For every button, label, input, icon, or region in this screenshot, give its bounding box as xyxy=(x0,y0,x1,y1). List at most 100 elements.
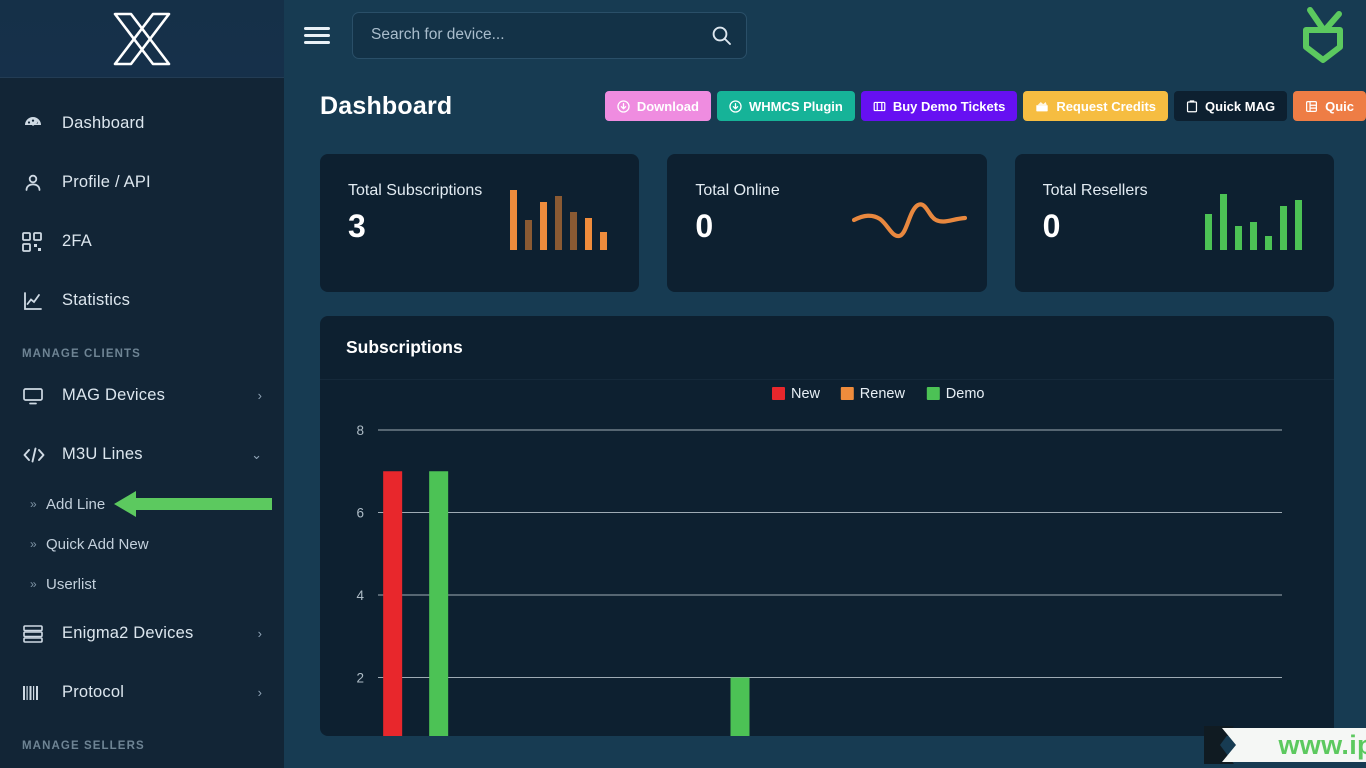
svg-text:2: 2 xyxy=(356,671,364,686)
chart-bar xyxy=(730,677,750,736)
svg-text:6: 6 xyxy=(356,506,364,521)
barcode-icon xyxy=(22,683,50,703)
request-credits-button[interactable]: Request Credits xyxy=(1023,91,1169,121)
whmcs-plugin-button[interactable]: WHMCS Plugin xyxy=(716,91,855,121)
ticket-icon xyxy=(873,100,886,113)
button-label: WHMCS Plugin xyxy=(748,98,843,114)
sidebar-item-label: Enigma2 Devices xyxy=(62,624,194,642)
button-label: Download xyxy=(636,98,699,114)
chevron-right-icon: › xyxy=(257,626,262,641)
chart-line-icon xyxy=(22,290,50,312)
device-icon xyxy=(1305,100,1318,113)
server-icon xyxy=(22,624,50,644)
monitor-icon xyxy=(22,385,50,407)
x-logo-icon xyxy=(113,12,171,66)
chevron-down-icon: ⌄ xyxy=(251,447,262,462)
legend-item[interactable]: Demo xyxy=(926,386,985,402)
sidebar-item-label: Statistics xyxy=(62,291,131,309)
page-header: Dashboard Download WHMCS Plugin xyxy=(320,70,1366,142)
sidebar-subitem-quick-add-new[interactable]: » Quick Add New xyxy=(0,524,284,564)
dashboard-icon xyxy=(22,113,50,135)
ribbon-shape-icon xyxy=(1204,726,1366,764)
legend-item[interactable]: Renew xyxy=(840,386,906,402)
sidebar-subitem-label: Quick Add New xyxy=(46,535,149,553)
sidebar-subitem-add-line[interactable]: » Add Line xyxy=(0,484,284,524)
svg-text:4: 4 xyxy=(356,588,364,603)
sidebar-item-2fa[interactable]: 2FA xyxy=(0,212,284,271)
bullet-icon: » xyxy=(30,497,37,511)
sidebar-item-label: Protocol xyxy=(62,683,125,701)
chevron-right-icon: › xyxy=(257,388,262,403)
search-icon[interactable] xyxy=(711,25,732,46)
qr-code-icon xyxy=(22,231,50,252)
chevron-right-icon: › xyxy=(257,685,262,700)
stat-card-label: Total Resellers xyxy=(1042,182,1148,199)
sidebar-subitem-userlist[interactable]: » Userlist xyxy=(0,564,284,604)
hamburger-menu-icon[interactable] xyxy=(304,23,330,48)
tv-antenna-logo-icon[interactable] xyxy=(1292,2,1354,71)
button-label: Quick MAG xyxy=(1205,98,1276,114)
stat-card-label: Total Subscriptions xyxy=(348,182,483,199)
sidebar-item-protocol[interactable]: Protocol › xyxy=(0,663,284,722)
download-circle-icon xyxy=(729,99,742,113)
search-box[interactable] xyxy=(352,11,747,59)
download-button[interactable]: Download xyxy=(604,91,711,121)
svg-text:New: New xyxy=(791,386,821,402)
sidebar-item-label: Dashboard xyxy=(62,114,145,132)
quick-enigma-button[interactable]: Quic xyxy=(1293,91,1366,121)
sparkline-bars-orange xyxy=(508,180,613,255)
credit-icon xyxy=(1035,100,1049,113)
sidebar-item-label: M3U Lines xyxy=(62,445,143,463)
page-content: Dashboard Download WHMCS Plugin xyxy=(284,70,1366,768)
action-buttons: Download WHMCS Plugin Buy Demo Tickets xyxy=(604,91,1366,121)
user-icon xyxy=(22,172,50,194)
stat-card-value: 0 xyxy=(1042,208,1061,244)
sidebar-item-mag-devices[interactable]: MAG Devices › xyxy=(0,366,284,425)
sidebar-item-enigma2-devices[interactable]: Enigma2 Devices › xyxy=(0,604,284,663)
sidebar-item-label: Profile / API xyxy=(62,173,151,191)
chart-canvas: New Renew Demo 2 4 6 8 xyxy=(356,386,1282,736)
subscriptions-chart: New Renew Demo 2 4 6 8 xyxy=(320,380,1334,736)
sidebar-nav: Dashboard Profile / API 2FA Statistics xyxy=(0,78,284,758)
topbar xyxy=(284,0,1366,70)
button-label: Request Credits xyxy=(1056,98,1157,114)
svg-text:Demo: Demo xyxy=(946,386,985,402)
main-area: Dashboard Download WHMCS Plugin xyxy=(284,0,1366,768)
sidebar-subitem-label: Add Line xyxy=(46,495,106,513)
svg-text:Renew: Renew xyxy=(860,386,906,402)
sidebar-item-dashboard[interactable]: Dashboard xyxy=(0,94,284,153)
buy-demo-tickets-button[interactable]: Buy Demo Tickets xyxy=(860,91,1018,121)
sidebar-logo[interactable] xyxy=(0,0,284,78)
stat-card-total-online: Total Online 0 xyxy=(667,154,987,292)
button-label: Quic xyxy=(1325,98,1354,114)
code-icon xyxy=(22,445,50,465)
stat-card-value: 3 xyxy=(348,208,366,244)
sidebar-subitem-label: Userlist xyxy=(46,575,97,593)
panel-title: Subscriptions xyxy=(346,337,463,357)
sidebar-item-label: 2FA xyxy=(62,232,92,250)
stat-card-total-resellers: Total Resellers 0 xyxy=(1014,154,1334,292)
watermark-ribbon: www.iptvreseller.co.com xyxy=(1204,722,1366,768)
sidebar-item-profile-api[interactable]: Profile / API xyxy=(0,153,284,212)
sidebar-item-statistics[interactable]: Statistics xyxy=(0,271,284,330)
chart-bar xyxy=(429,471,449,736)
watermark-text: www.iptvreseller.co.com xyxy=(1278,729,1366,760)
stat-card-value: 0 xyxy=(695,208,714,244)
stat-card-label: Total Online xyxy=(695,182,780,199)
clipboard-icon xyxy=(1186,99,1198,113)
quick-mag-button[interactable]: Quick MAG xyxy=(1174,91,1288,121)
sparkline-bars-green xyxy=(1203,184,1308,255)
panel-header: Subscriptions xyxy=(320,316,1334,380)
sidebar-section-manage-clients: MANAGE CLIENTS xyxy=(22,348,141,360)
search-input[interactable] xyxy=(371,26,711,44)
sidebar: Dashboard Profile / API 2FA Statistics xyxy=(0,0,284,768)
legend-item[interactable]: New xyxy=(772,386,821,402)
sidebar-section-manage-sellers: MANAGE SELLERS xyxy=(22,740,145,752)
svg-text:8: 8 xyxy=(356,423,364,438)
page-title: Dashboard xyxy=(320,91,453,120)
stat-card-total-subscriptions: Total Subscriptions 3 xyxy=(320,154,640,292)
sparkline-wave-orange xyxy=(851,188,967,253)
sidebar-item-m3u-lines[interactable]: M3U Lines ⌄ xyxy=(0,425,284,484)
bullet-icon: » xyxy=(30,537,37,551)
